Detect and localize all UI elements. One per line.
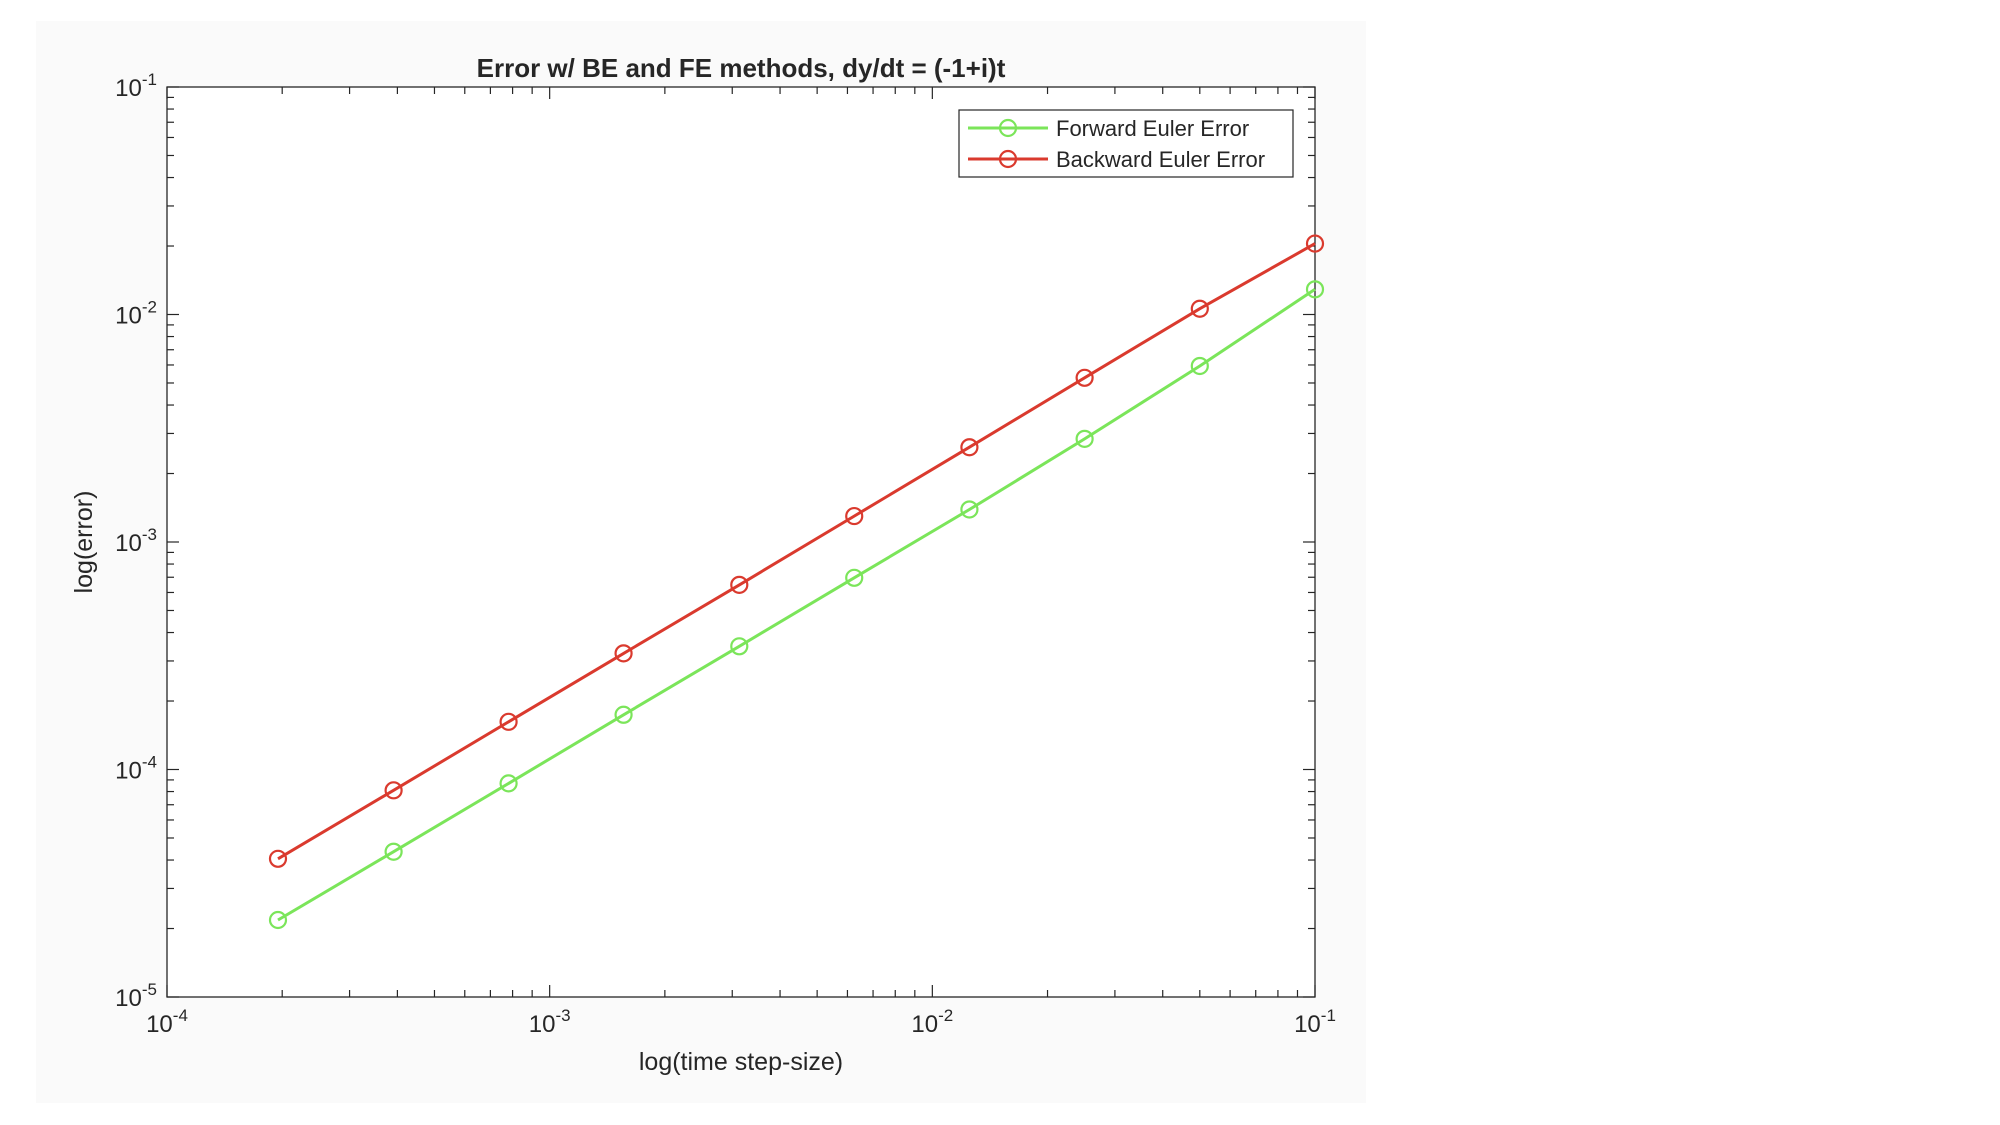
plot-area	[166, 86, 1316, 998]
data-point-backward-euler-error	[1305, 234, 1325, 253]
x-axis-label: log(time step-size)	[639, 1048, 843, 1076]
legend-label-backward-euler: Backward Euler Error	[1056, 147, 1265, 172]
data-point-forward-euler-error	[730, 637, 749, 656]
data-point-forward-euler-error	[614, 705, 633, 724]
data-point-forward-euler-error	[960, 500, 979, 519]
x-tick-label: 10-2	[911, 1006, 953, 1038]
y-axis-label: log(error)	[70, 491, 98, 594]
data-point-backward-euler-error	[960, 438, 979, 457]
major-ticks	[166, 86, 1316, 998]
x-tick-labels: 10-4 10-3 10-2 10-1	[146, 1006, 1336, 1038]
legend-marker-backward-euler	[998, 149, 1018, 169]
data-point-backward-euler-error	[1075, 368, 1094, 387]
data-point-forward-euler-error	[499, 774, 518, 793]
x-tick-label: 10-4	[146, 1006, 188, 1038]
y-tick-labels: 10-5 10-4 10-3 10-2 10-1	[115, 70, 157, 1012]
data-point-backward-euler-error	[268, 849, 288, 868]
legend-box	[958, 109, 1294, 178]
data-point-backward-euler-error	[499, 712, 518, 731]
y-tick-label: 10-5	[115, 980, 157, 1012]
y-tick-label: 10-3	[115, 525, 157, 557]
series-line-backward-euler-error	[277, 242, 1316, 861]
x-tick-label: 10-1	[1294, 1006, 1336, 1038]
data-point-forward-euler-error	[384, 842, 403, 861]
data-point-forward-euler-error	[845, 568, 864, 587]
data-point-backward-euler-error	[614, 644, 633, 663]
y-tick-label: 10-4	[115, 753, 157, 785]
data-point-forward-euler-error	[268, 910, 288, 930]
legend: Forward Euler Error Backward Euler Error	[958, 109, 1294, 178]
chart-title: Error w/ BE and FE methods, dy/dt = (-1+…	[477, 53, 1006, 83]
data-point-backward-euler-error	[384, 781, 403, 800]
data-point-backward-euler-error	[1190, 299, 1209, 318]
y-tick-label: 10-2	[115, 298, 157, 330]
data-point-backward-euler-error	[730, 575, 749, 594]
y-tick-label: 10-1	[115, 70, 157, 102]
x-tick-label: 10-3	[529, 1006, 571, 1038]
legend-label-forward-euler: Forward Euler Error	[1056, 116, 1249, 141]
data-point-forward-euler-error	[1305, 280, 1325, 299]
series-line-forward-euler-error	[277, 288, 1316, 922]
data-point-forward-euler-error	[1190, 356, 1209, 376]
legend-marker-forward-euler	[998, 118, 1018, 138]
minor-ticks	[167, 87, 1315, 997]
series-layer	[268, 234, 1325, 930]
data-point-forward-euler-error	[1075, 429, 1094, 448]
data-point-backward-euler-error	[845, 506, 864, 526]
